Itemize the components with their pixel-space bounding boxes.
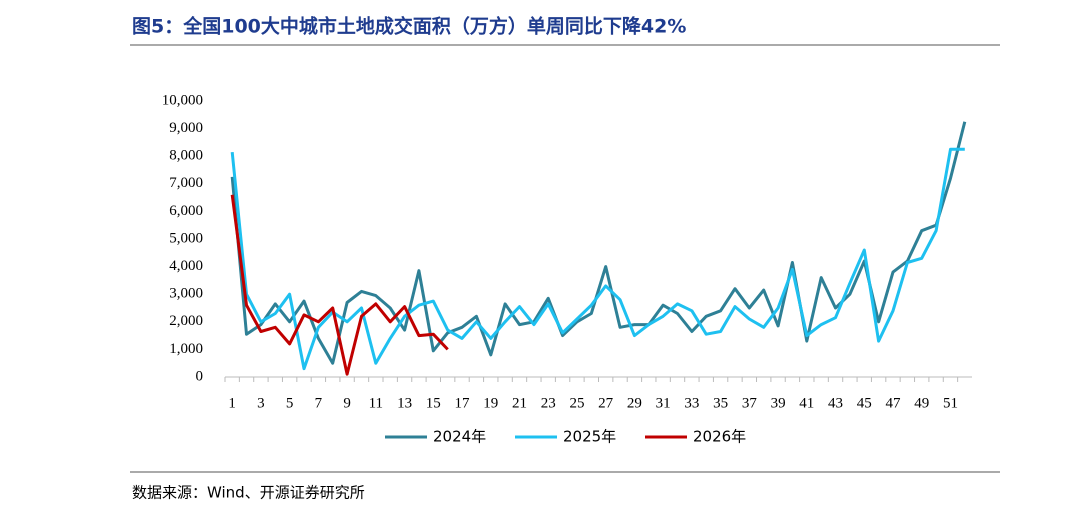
y-tick-label: 3,000 [169,286,203,302]
y-tick-label: 4,000 [169,258,203,274]
y-tick-label: 9,000 [169,120,203,136]
y-tick-label: 10,000 [162,92,203,108]
x-tick-label: 49 [914,395,929,411]
x-tick-label: 9 [343,395,351,411]
legend-label: 2024年 [433,428,486,446]
y-tick-label: 0 [196,368,204,384]
x-tick-label: 39 [771,395,786,411]
x-tick-label: 13 [397,395,412,411]
x-tick-label: 19 [483,395,498,411]
legend-label: 2026年 [693,428,746,446]
x-tick-label: 15 [426,395,441,411]
x-tick-label: 1 [228,395,236,411]
x-tick-label: 33 [684,395,699,411]
chart-title: 图5：全国100大中城市土地成交面积（万方）单周同比下降42% [132,15,686,38]
x-tick-label: 27 [598,395,614,411]
y-tick-label: 7,000 [169,175,203,191]
series-line [230,121,967,365]
x-tick-label: 21 [512,395,527,411]
y-tick-label: 5,000 [169,230,203,246]
x-tick-label: 3 [257,395,265,411]
x-tick-label: 41 [799,395,814,411]
x-tick-label: 23 [541,395,556,411]
series-line [230,147,965,371]
x-tick-label: 47 [885,395,901,411]
x-tick-label: 31 [656,395,671,411]
legend-label: 2025年 [563,428,616,446]
y-tick-label: 1,000 [169,341,203,357]
x-tick-label: 43 [828,395,843,411]
x-tick-label: 35 [713,395,728,411]
x-tick-label: 25 [569,395,584,411]
x-tick-label: 7 [315,395,323,411]
x-tick-label: 5 [286,395,294,411]
y-tick-label: 8,000 [169,148,203,164]
x-tick-label: 11 [369,395,383,411]
y-tick-label: 6,000 [169,203,203,219]
series-line [230,194,449,376]
x-tick-label: 17 [455,395,471,411]
x-tick-label: 45 [857,395,872,411]
source: 数据来源：Wind、开源证券研究所 [132,484,365,502]
x-tick-label: 37 [742,395,758,411]
x-tick-label: 51 [943,395,958,411]
y-tick-label: 2,000 [169,313,203,329]
x-tick-label: 29 [627,395,642,411]
